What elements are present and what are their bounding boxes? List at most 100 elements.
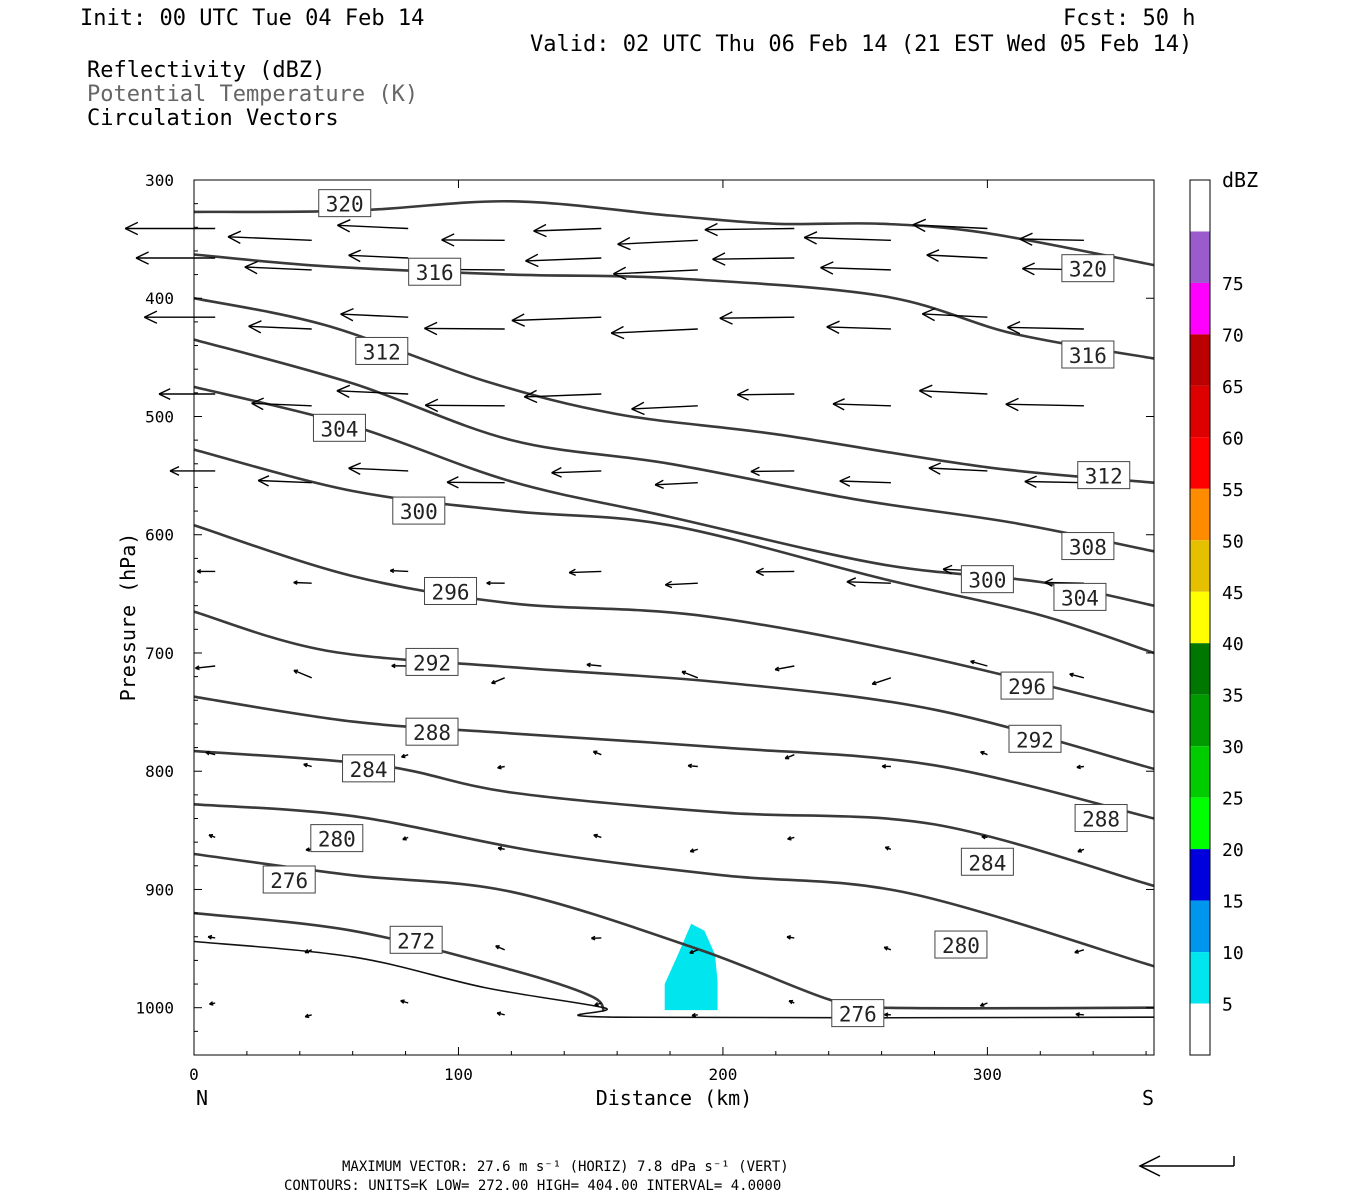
circulation-vector xyxy=(704,222,795,237)
circulation-vector xyxy=(401,753,409,759)
circulation-vector xyxy=(820,261,891,275)
theta-contour-292 xyxy=(193,610,1155,771)
theta-contour-276 xyxy=(193,852,1155,1010)
circulation-vector xyxy=(446,476,505,489)
circulation-vector xyxy=(303,762,312,768)
circulation-vector xyxy=(1019,232,1084,246)
colorbar-segment xyxy=(1190,797,1210,850)
circulation-vector xyxy=(209,1001,216,1006)
svg-text:288: 288 xyxy=(413,721,451,745)
contour-label-320: 320 xyxy=(318,189,372,218)
circulation-vector xyxy=(533,223,602,238)
field-circulation-vectors: Circulation Vectors xyxy=(87,106,339,131)
contour-label-276: 276 xyxy=(262,865,316,894)
svg-text:272: 272 xyxy=(397,929,435,953)
circulation-vector xyxy=(921,307,988,322)
circulation-vector xyxy=(348,249,409,263)
circulation-vectors xyxy=(124,218,1085,1019)
axis-ticks: 300 400 500 600 700 800 900 1000 0 100 200 300 xyxy=(135,171,1154,1084)
theta-contour-288 xyxy=(193,695,1155,820)
circulation-vector xyxy=(441,233,505,247)
circulation-vector xyxy=(736,388,795,401)
circulation-vector xyxy=(293,580,312,585)
circulation-vector xyxy=(400,999,409,1004)
colorbar-segment xyxy=(1190,900,1210,953)
svg-text:320: 320 xyxy=(1069,258,1107,282)
colorbar-label: 25 xyxy=(1222,789,1244,810)
contour-label-292: 292 xyxy=(1008,724,1062,753)
circulation-vector xyxy=(143,310,216,324)
circulation-vector xyxy=(881,763,891,769)
circulation-vector xyxy=(681,670,699,679)
circulation-vector xyxy=(871,677,892,686)
contour-label-316: 316 xyxy=(1061,340,1115,369)
colorbar-label: 30 xyxy=(1222,737,1244,758)
circulation-vector xyxy=(1007,320,1084,335)
svg-text:300: 300 xyxy=(400,500,438,524)
theta-contour-272 xyxy=(193,911,606,1013)
colorbar-segment xyxy=(1190,746,1210,798)
circulation-vector xyxy=(248,320,312,334)
y-tick-label: 1000 xyxy=(135,999,174,1018)
x-tick-label: 0 xyxy=(189,1065,199,1084)
contour-labels: 320 320 316 316 312 312 308 304 304 300 300 296 296 2… xyxy=(262,189,1131,1028)
circulation-vector xyxy=(884,1012,891,1018)
x-tick-label: 100 xyxy=(444,1065,473,1084)
circulation-vector xyxy=(523,389,602,404)
circulation-vector xyxy=(251,397,312,411)
circulation-vector xyxy=(511,313,602,327)
circulation-vector xyxy=(912,218,988,233)
x-axis-south-label: S xyxy=(1142,1086,1154,1110)
circulation-vector xyxy=(980,750,988,756)
svg-text:304: 304 xyxy=(1061,586,1099,610)
circulation-vector xyxy=(497,764,505,770)
theta-contour-316 xyxy=(193,253,1155,360)
circulation-vector xyxy=(1075,1012,1084,1017)
colorbar-segment xyxy=(1190,849,1210,901)
colorbar-label: 55 xyxy=(1222,480,1244,501)
contour-label-284: 284 xyxy=(960,847,1014,876)
contour-info-note: CONTOURS: UNITS=K LOW= 272.00 HIGH= 404.… xyxy=(284,1178,781,1194)
circulation-vector xyxy=(654,479,698,490)
contour-label-316: 316 xyxy=(408,257,462,286)
y-axis-label: Pressure (hPa) xyxy=(116,533,140,702)
circulation-vector xyxy=(586,662,602,668)
y-tick-label: 900 xyxy=(145,880,174,899)
circulation-vector xyxy=(293,669,312,679)
colorbar-segment xyxy=(1190,591,1210,644)
circulation-vector xyxy=(336,384,409,399)
circulation-vector xyxy=(884,846,892,851)
svg-text:316: 316 xyxy=(416,261,454,285)
circulation-vector xyxy=(594,1002,602,1007)
init-time: Init: 00 UTC Tue 04 Feb 14 xyxy=(80,6,424,31)
circulation-vector xyxy=(389,568,409,574)
svg-text:292: 292 xyxy=(1016,728,1054,752)
colorbar-segment xyxy=(1190,231,1210,283)
svg-text:276: 276 xyxy=(270,869,308,893)
circulation-vector xyxy=(525,253,602,268)
circulation-vector xyxy=(158,388,216,401)
circulation-vector xyxy=(304,949,312,954)
circulation-vector xyxy=(304,1013,312,1019)
y-tick-label: 500 xyxy=(145,407,174,426)
colorbar-label: 50 xyxy=(1222,531,1244,552)
circulation-vector xyxy=(689,949,699,954)
field-reflectivity: Reflectivity (dBZ) xyxy=(87,58,325,83)
circulation-vector xyxy=(402,836,409,841)
colorbar-segment xyxy=(1190,694,1210,747)
circulation-vector xyxy=(337,219,409,233)
contour-label-320: 320 xyxy=(1061,254,1115,283)
forecast-hour: Fcst: 50 h xyxy=(1063,6,1195,31)
svg-text:320: 320 xyxy=(326,193,364,217)
circulation-vector xyxy=(979,1002,988,1007)
circulation-vector xyxy=(486,580,505,586)
circulation-vector xyxy=(257,475,312,487)
colorbar: 5 10 15 20 25 30 35 40 45 50 55 60 65 70 75 xyxy=(1189,179,1244,1056)
x-axis-label: Distance (km) xyxy=(596,1086,753,1110)
circulation-vector xyxy=(591,935,602,941)
circulation-vector xyxy=(592,750,602,756)
svg-text:296: 296 xyxy=(432,580,470,604)
colorbar-label: 65 xyxy=(1222,377,1244,398)
colorbar-label: 40 xyxy=(1222,634,1244,655)
circulation-vector xyxy=(497,846,505,851)
